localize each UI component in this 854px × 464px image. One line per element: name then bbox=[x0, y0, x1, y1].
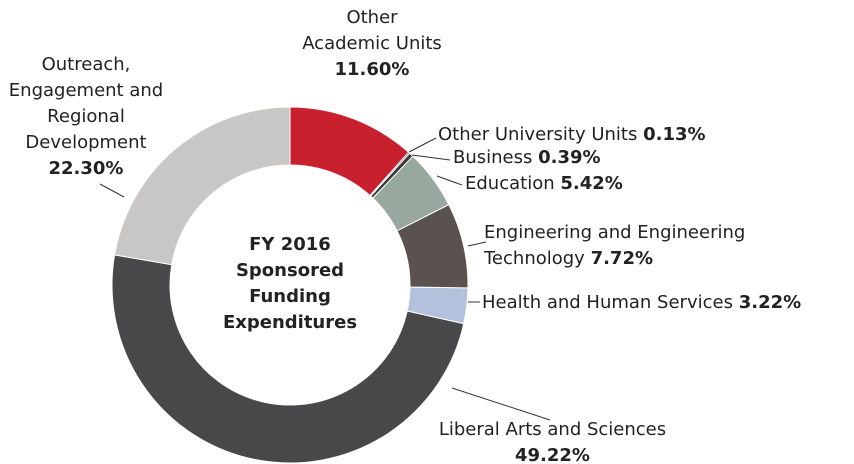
percent-label: 22.30% bbox=[48, 158, 124, 179]
percent-label: 3.22% bbox=[738, 292, 802, 313]
category-name: Business bbox=[453, 147, 533, 168]
slice-label: Other University Units 0.13% bbox=[438, 122, 768, 148]
slice-label: Liberal Arts and Sciences 49.22% bbox=[400, 417, 705, 464]
slice-label: Outreach, Engagement and Regional Develo… bbox=[0, 52, 172, 182]
percent-label: 0.13% bbox=[643, 124, 706, 145]
category-name: Health and Human Services bbox=[482, 292, 733, 313]
center-title: FY 2016 Sponsored Funding Expenditures bbox=[222, 234, 358, 333]
slice-label: Other Academic Units 11.60% bbox=[302, 5, 442, 83]
leader-line bbox=[467, 241, 487, 247]
donut-slice bbox=[289, 106, 410, 197]
percent-label: 11.60% bbox=[334, 59, 410, 80]
percent-label: 5.42% bbox=[560, 173, 623, 194]
percent-label: 0.39% bbox=[538, 147, 601, 168]
slice-label: Engineering and Engineering Technology 7… bbox=[484, 220, 829, 272]
category-name: Engineering and Engineering Technology bbox=[484, 222, 746, 269]
category-name: Outreach, Engagement and Regional Develo… bbox=[8, 54, 164, 153]
leader-line bbox=[451, 387, 551, 421]
leader-line bbox=[99, 183, 125, 198]
slice-label: Education 5.42% bbox=[465, 171, 765, 197]
percent-label: 7.72% bbox=[590, 248, 654, 269]
leader-lines bbox=[99, 137, 551, 421]
donut-slice bbox=[372, 155, 450, 232]
leader-line bbox=[411, 154, 451, 161]
percent-label: 49.22% bbox=[515, 445, 590, 464]
category-name: Other University Units bbox=[438, 124, 638, 145]
category-name: Education bbox=[465, 173, 555, 194]
donut-slice bbox=[406, 286, 469, 325]
leader-line bbox=[408, 137, 437, 153]
leader-line bbox=[436, 175, 463, 186]
donut-slice bbox=[396, 203, 469, 289]
donut-slice bbox=[111, 254, 465, 464]
category-name: Other Academic Units bbox=[302, 7, 442, 54]
category-name: Liberal Arts and Sciences bbox=[438, 419, 667, 440]
slice-label: Health and Human Services 3.22% bbox=[482, 290, 852, 316]
slice-label: Business 0.39% bbox=[453, 145, 753, 171]
